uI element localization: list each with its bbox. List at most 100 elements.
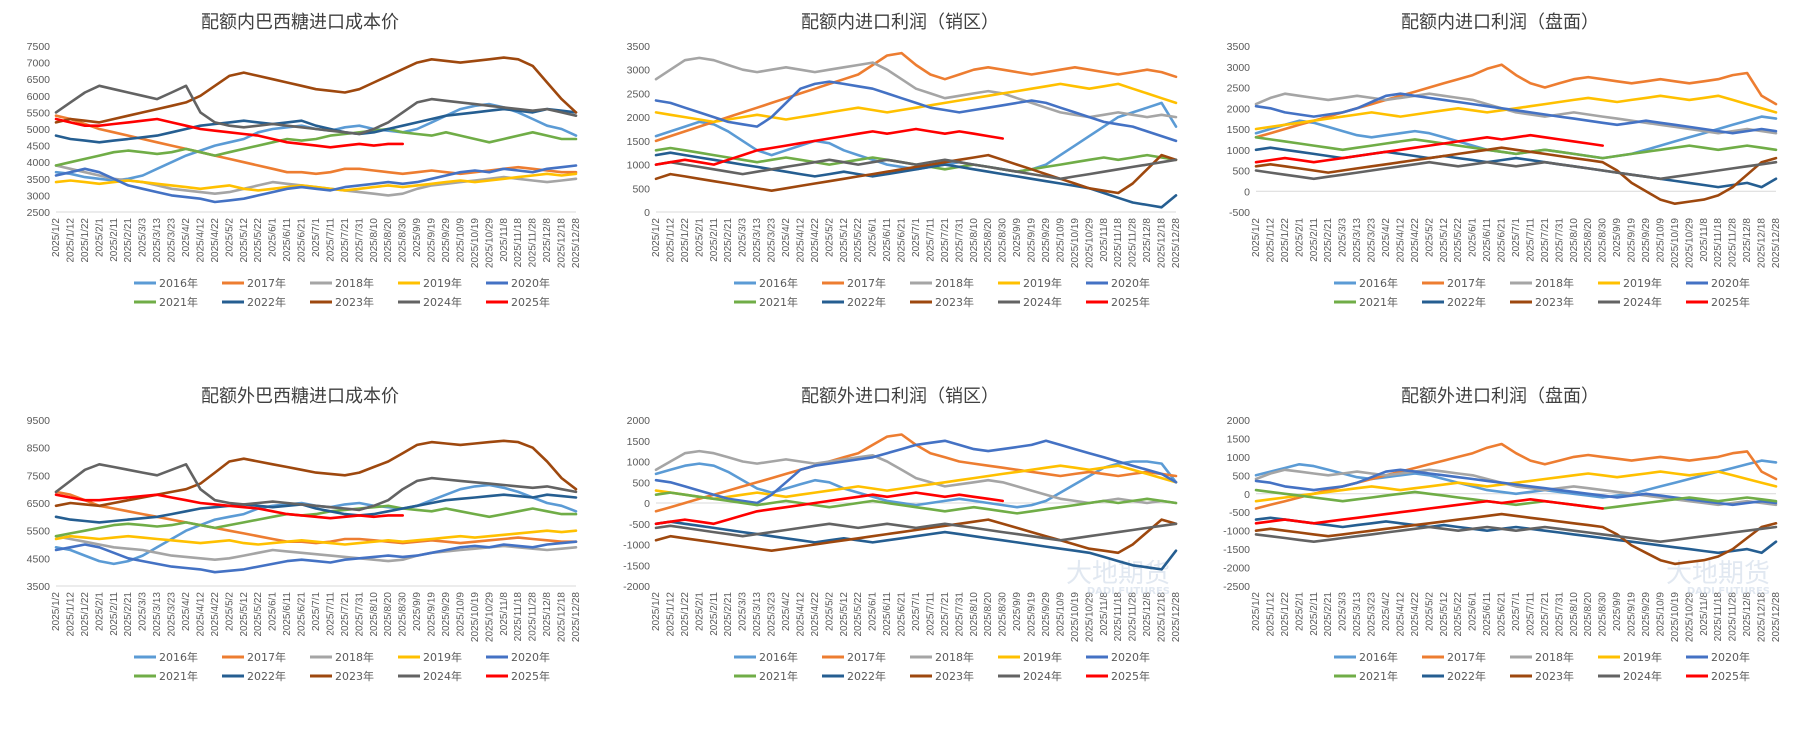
x-tick-label: 2025/2/21 bbox=[723, 218, 734, 263]
x-tick-label: 2025/4/2 bbox=[181, 218, 192, 257]
x-tick-label: 2025/1/12 bbox=[1265, 218, 1276, 263]
series-line-2017年 bbox=[654, 51, 1178, 143]
x-tick-label: 2025/3/13 bbox=[1352, 218, 1363, 263]
legend-item: 2019年 bbox=[1598, 276, 1662, 290]
x-tick-label: 2025/7/11 bbox=[1525, 592, 1536, 636]
x-tick-label: 2025/8/30 bbox=[1598, 218, 1609, 263]
x-tick-label: 2025/6/11 bbox=[882, 592, 893, 636]
x-tick-label: 2025/5/22 bbox=[253, 218, 264, 263]
x-tick-label: 2025/1/2 bbox=[51, 592, 62, 631]
series-line-2020年 bbox=[654, 80, 1178, 143]
x-tick-label: 2025/4/2 bbox=[1381, 592, 1392, 631]
chart-panel-quota-out-profit-futures: 配额外进口利润（盘面） -2500 -2000 -1500 -1000 -500 0 500 1… bbox=[1200, 374, 1800, 748]
legend-item: 2021年 bbox=[1334, 295, 1398, 309]
legend-label: 2022年 bbox=[847, 295, 886, 309]
x-tick-label: 2025/3/13 bbox=[752, 592, 763, 637]
legend-item: 2018年 bbox=[1510, 276, 1574, 290]
x-tick-label: 2025/7/1 bbox=[311, 218, 322, 257]
legend-item: 2016年 bbox=[1334, 276, 1398, 290]
legend-item: 2024年 bbox=[398, 295, 462, 309]
x-tick-label: 2025/6/1 bbox=[268, 218, 279, 257]
series-line-2025年 bbox=[54, 493, 404, 520]
x-tick-label: 2025/8/30 bbox=[398, 218, 409, 263]
x-tick-label: 2025/4/12 bbox=[1395, 218, 1406, 263]
x-tick-label: 2025/11/8 bbox=[1099, 592, 1110, 636]
x-tick-label: 2025/12/8 bbox=[1742, 592, 1753, 637]
x-tick-label: 2025/9/19 bbox=[1027, 592, 1038, 637]
legend-label: 2019年 bbox=[423, 276, 462, 290]
legend-item: 2024年 bbox=[998, 295, 1062, 309]
legend-item: 2017年 bbox=[1422, 650, 1486, 664]
y-tick-label: 3000 bbox=[1227, 62, 1251, 74]
x-tick-label: 2025/2/1 bbox=[1294, 218, 1305, 257]
series-line-2019年 bbox=[1254, 470, 1778, 503]
legend-label: 2020年 bbox=[1111, 276, 1150, 290]
chart-svg: 配额内巴西糖进口成本价 2500 3000 3500 4000 4500 5000 5500 6… bbox=[27, 12, 582, 309]
legend-item: 2019年 bbox=[398, 650, 462, 664]
chart-panel-quota-out-cost: 配额外巴西糖进口成本价 3500 4500 5500 6500 7500 8500 9500 2… bbox=[0, 374, 600, 748]
legend-label: 2020年 bbox=[1711, 650, 1750, 664]
legend-label: 2021年 bbox=[1359, 295, 1398, 309]
x-tick-label: 2025/3/23 bbox=[767, 218, 778, 263]
x-tick-label: 2025/7/11 bbox=[325, 218, 336, 262]
x-tick-label: 2025/5/12 bbox=[239, 592, 250, 637]
x-tick-label: 2025/2/21 bbox=[723, 592, 734, 637]
x-tick-label: 2025/5/2 bbox=[1424, 218, 1435, 257]
legend-label: 2022年 bbox=[247, 295, 286, 309]
legend-item: 2023年 bbox=[310, 669, 374, 683]
chart-panel-quota-out-profit-sales: 配额外进口利润（销区） -2000 -1500 -1000 -500 0 500 1000 15… bbox=[600, 374, 1200, 748]
x-tick-label: 2025/3/3 bbox=[1338, 592, 1349, 631]
watermark-en: DADI FUTURES bbox=[1087, 586, 1170, 597]
chart-panel-quota-in-cost: 配额内巴西糖进口成本价 2500 3000 3500 4000 4500 5000 5500 6… bbox=[0, 0, 600, 374]
x-tick-label: 2025/6/1 bbox=[1468, 592, 1479, 631]
series-line-2023年 bbox=[654, 153, 1178, 195]
x-tick-label: 2025/11/8 bbox=[499, 592, 510, 636]
x-tick-label: 2025/8/10 bbox=[969, 218, 980, 263]
x-tick-label: 2025/1/12 bbox=[665, 218, 676, 263]
x-tick-label: 2025/8/10 bbox=[1569, 592, 1580, 637]
legend-item: 2021年 bbox=[134, 669, 198, 683]
x-tick-label: 2025/8/20 bbox=[1583, 218, 1594, 263]
series-line-2020年 bbox=[54, 164, 578, 204]
chart-title: 配额外进口利润（盘面） bbox=[1401, 386, 1599, 407]
x-tick-label: 2025/7/31 bbox=[354, 592, 365, 637]
legend-item: 2017年 bbox=[822, 276, 886, 290]
legend-label: 2019年 bbox=[1023, 650, 1062, 664]
x-tick-label: 2025/8/20 bbox=[983, 592, 994, 637]
x-tick-label: 2025/8/20 bbox=[383, 218, 394, 263]
series-line-2020年 bbox=[654, 439, 1178, 505]
legend-label: 2024年 bbox=[1023, 669, 1062, 683]
x-tick-label: 2025/12/8 bbox=[542, 592, 553, 637]
x-tick-label: 2025/3/13 bbox=[152, 218, 163, 263]
x-tick-label: 2025/12/18 bbox=[1757, 592, 1768, 642]
legend-item: 2022年 bbox=[1422, 295, 1486, 309]
x-tick-label: 2025/1/12 bbox=[665, 592, 676, 637]
watermark-en: DADI FUTURES bbox=[1687, 586, 1770, 597]
series-line-2021年 bbox=[654, 491, 1178, 515]
x-tick-label: 2025/9/29 bbox=[1641, 218, 1652, 263]
x-tick-label: 2025/4/12 bbox=[195, 218, 206, 263]
legend-label: 2022年 bbox=[1447, 669, 1486, 683]
x-tick-label: 2025/5/12 bbox=[839, 592, 850, 637]
y-tick-label: 1500 bbox=[1227, 433, 1251, 445]
x-tick-label: 2025/11/28 bbox=[1128, 218, 1139, 268]
y-tick-label: 3500 bbox=[627, 41, 651, 53]
series-line-2019年 bbox=[54, 172, 578, 192]
x-tick-label: 2025/4/22 bbox=[210, 218, 221, 263]
y-tick-label: 3500 bbox=[1227, 41, 1251, 53]
x-tick-label: 2025/2/1 bbox=[94, 592, 105, 631]
x-tick-label: 2025/3/13 bbox=[752, 218, 763, 263]
x-tick-label: 2025/5/12 bbox=[1439, 218, 1450, 263]
legend-label: 2017年 bbox=[1447, 276, 1486, 290]
x-tick-label: 2025/7/1 bbox=[911, 218, 922, 257]
x-tick-label: 2025/12/28 bbox=[571, 218, 582, 268]
legend-label: 2023年 bbox=[335, 295, 374, 309]
y-tick-label: 2000 bbox=[1227, 415, 1251, 427]
y-tick-label: 2000 bbox=[627, 112, 651, 124]
x-tick-label: 2025/11/18 bbox=[1113, 592, 1124, 642]
x-tick-label: 2025/12/28 bbox=[571, 592, 582, 642]
series-line-2017年 bbox=[54, 114, 578, 176]
legend-label: 2021年 bbox=[759, 669, 798, 683]
legend-label: 2020年 bbox=[511, 276, 550, 290]
legend-item: 2023年 bbox=[910, 669, 974, 683]
